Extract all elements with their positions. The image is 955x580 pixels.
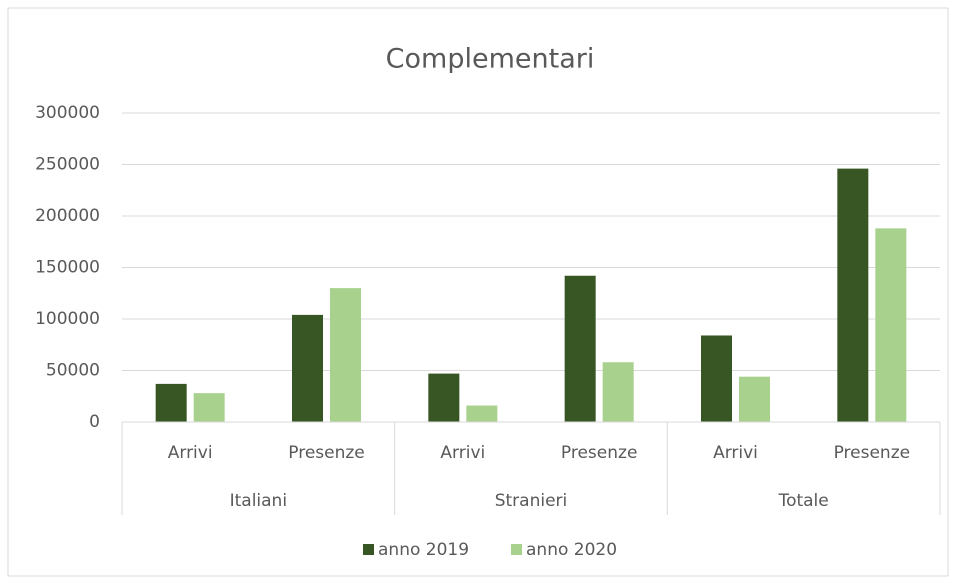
legend-label: anno 2020 <box>526 540 617 560</box>
bar <box>292 314 323 422</box>
bar <box>739 376 770 422</box>
y-tick-label: 150000 <box>35 258 100 278</box>
bar <box>564 275 596 422</box>
bar <box>602 362 634 422</box>
y-tick-label: 300000 <box>35 103 100 123</box>
legend-swatch <box>511 544 522 555</box>
group-label: Italiani <box>230 491 287 511</box>
chart-border <box>7 7 949 577</box>
x-tick-label: Presenze <box>834 443 911 463</box>
group-label: Totale <box>778 491 829 511</box>
x-tick-label: Arrivi <box>440 443 485 463</box>
bar <box>155 383 187 422</box>
y-tick-label: 100000 <box>35 309 100 329</box>
y-tick-label: 250000 <box>35 155 100 175</box>
x-tick-label: Presenze <box>288 443 365 463</box>
bar <box>466 405 498 422</box>
bar <box>428 373 460 422</box>
x-tick-label: Presenze <box>561 443 638 463</box>
y-tick-label: 200000 <box>35 206 100 226</box>
legend-label: anno 2019 <box>378 540 469 560</box>
legend-swatch <box>363 544 374 555</box>
y-tick-label: 50000 <box>46 361 100 381</box>
bar <box>837 168 869 422</box>
bar <box>701 335 732 422</box>
x-tick-label: Arrivi <box>713 443 758 463</box>
y-tick-label: 0 <box>89 412 100 432</box>
x-tick-label: Arrivi <box>168 443 213 463</box>
bar <box>330 288 361 422</box>
group-label: Stranieri <box>495 491 568 511</box>
bar <box>875 228 907 422</box>
bar <box>193 393 225 422</box>
chart-title: Complementari <box>386 44 595 75</box>
